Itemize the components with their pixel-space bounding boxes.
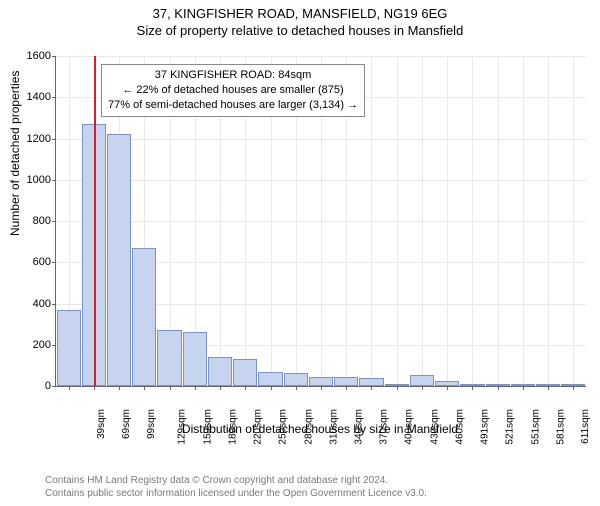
y-tick-label: 800: [16, 215, 51, 227]
gridline-v: [397, 56, 398, 386]
x-tick-mark: [523, 386, 524, 390]
bar: [183, 332, 207, 386]
gridline-v: [472, 56, 473, 386]
annotation-box: 37 KINGFISHER ROAD: 84sqm ← 22% of detac…: [101, 64, 365, 117]
gridline-v: [523, 56, 524, 386]
y-tick-label: 1600: [16, 50, 51, 62]
annotation-line1: 37 KINGFISHER ROAD: 84sqm: [108, 68, 358, 83]
bar: [208, 357, 232, 386]
property-marker-line: [94, 56, 96, 386]
y-tick-mark: [52, 262, 56, 263]
gridline-v: [447, 56, 448, 386]
y-tick-label: 400: [16, 298, 51, 310]
gridline-v: [548, 56, 549, 386]
x-tick-mark: [195, 386, 196, 390]
x-tick-mark: [548, 386, 549, 390]
y-tick-label: 1000: [16, 174, 51, 186]
chart-subtitle: Size of property relative to detached ho…: [0, 23, 600, 38]
footer-line2: Contains public sector information licen…: [45, 488, 427, 501]
x-tick-mark: [271, 386, 272, 390]
bar: [157, 330, 181, 386]
y-tick-label: 1400: [16, 91, 51, 103]
y-tick-mark: [52, 345, 56, 346]
y-tick-mark: [52, 221, 56, 222]
x-tick-mark: [472, 386, 473, 390]
x-tick-mark: [447, 386, 448, 390]
x-tick-mark: [397, 386, 398, 390]
bar: [132, 248, 156, 386]
y-tick-label: 200: [16, 339, 51, 351]
y-tick-label: 1200: [16, 133, 51, 145]
x-axis-label: Distribution of detached houses by size …: [55, 422, 585, 436]
gridline-v: [573, 56, 574, 386]
y-tick-mark: [52, 386, 56, 387]
plot-area: 0200400600800100012001400160039sqm69sqm9…: [55, 56, 586, 387]
x-tick-mark: [422, 386, 423, 390]
x-tick-mark: [346, 386, 347, 390]
chart-title-address: 37, KINGFISHER ROAD, MANSFIELD, NG19 6EG: [0, 6, 600, 21]
bar: [107, 134, 131, 386]
y-tick-label: 600: [16, 256, 51, 268]
chart-area: 0200400600800100012001400160039sqm69sqm9…: [55, 56, 585, 436]
x-tick-mark: [144, 386, 145, 390]
bar: [359, 378, 383, 386]
bar: [258, 372, 282, 386]
x-tick-mark: [573, 386, 574, 390]
x-tick-mark: [245, 386, 246, 390]
y-tick-label: 0: [16, 380, 51, 392]
bar: [334, 377, 358, 386]
bar: [284, 373, 308, 386]
y-tick-mark: [52, 97, 56, 98]
annotation-line2: ← 22% of detached houses are smaller (87…: [108, 83, 358, 98]
bar: [233, 359, 257, 386]
x-tick-mark: [220, 386, 221, 390]
footer-attribution: Contains HM Land Registry data © Crown c…: [45, 475, 427, 500]
gridline-v: [498, 56, 499, 386]
x-tick-mark: [498, 386, 499, 390]
y-tick-mark: [52, 180, 56, 181]
x-tick-mark: [321, 386, 322, 390]
gridline-v: [371, 56, 372, 386]
bar: [410, 375, 434, 386]
x-tick-mark: [69, 386, 70, 390]
x-tick-mark: [119, 386, 120, 390]
footer-line1: Contains HM Land Registry data © Crown c…: [45, 475, 427, 488]
y-tick-mark: [52, 139, 56, 140]
bar: [57, 310, 81, 386]
x-tick-mark: [94, 386, 95, 390]
x-tick-mark: [371, 386, 372, 390]
x-tick-mark: [296, 386, 297, 390]
annotation-line3: 77% of semi-detached houses are larger (…: [108, 98, 358, 113]
y-tick-mark: [52, 56, 56, 57]
y-tick-mark: [52, 304, 56, 305]
bar: [309, 377, 333, 386]
gridline-v: [422, 56, 423, 386]
x-tick-mark: [170, 386, 171, 390]
